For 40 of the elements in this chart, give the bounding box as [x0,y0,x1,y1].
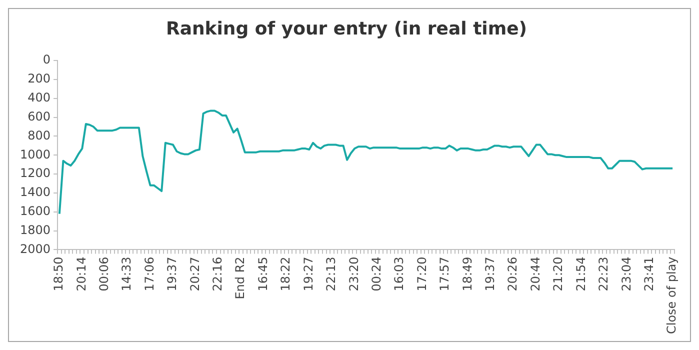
x-tick-label: 20:44 [528,256,542,292]
x-tick-label: 00:06 [96,256,111,292]
y-tick-label: 800 [28,128,51,142]
x-tick-label: 22:23 [596,256,611,292]
y-tick-label: 200 [28,72,51,86]
x-tick-label: 14:33 [120,256,134,292]
x-tick-label: 17:06 [142,256,156,292]
x-tick-label: 19:27 [301,256,316,292]
x-tick-label: 17:20 [414,256,429,292]
y-tick-label: 1600 [20,204,51,218]
x-tick-label: 22:13 [324,256,338,292]
y-tick-label: 1200 [20,166,51,180]
y-tick-label: 600 [28,109,51,124]
y-tick-label: 1400 [20,185,51,200]
y-tick-label: 400 [28,90,51,105]
x-tick-label: 23:20 [346,256,361,292]
x-tick-label: 19:37 [483,256,498,292]
chart-title: Ranking of your entry (in real time) [166,18,528,40]
x-tick-label: 20:27 [188,256,202,292]
x-tick-label: Close of play [664,256,679,334]
x-tick-label: 22:16 [210,256,225,292]
x-tick-label: 19:37 [165,256,180,292]
y-tick-label: 2000 [20,242,51,256]
x-tick-label: 20:26 [506,256,520,292]
x-tick-label: 20:14 [74,256,88,292]
x-tick-label: 00:24 [369,256,384,292]
x-tick-label: 16:03 [392,256,406,292]
x-tick-label: 18:49 [460,256,474,292]
y-tick-label: 1800 [20,222,51,237]
x-tick-label: 16:45 [256,256,270,292]
x-tick-label: 18:50 [52,256,66,292]
x-tick-label: 23:04 [619,256,634,292]
x-tick-label: 21:20 [551,256,566,292]
x-tick-label: 21:54 [574,256,588,292]
x-tick-label: End R2 [233,256,248,300]
y-tick-label: 0 [42,52,51,67]
x-tick-label: 18:22 [278,256,293,292]
x-tick-label: 17:57 [438,256,452,292]
y-tick-label: 1000 [20,147,51,162]
x-tick-label: 23:41 [642,256,656,292]
